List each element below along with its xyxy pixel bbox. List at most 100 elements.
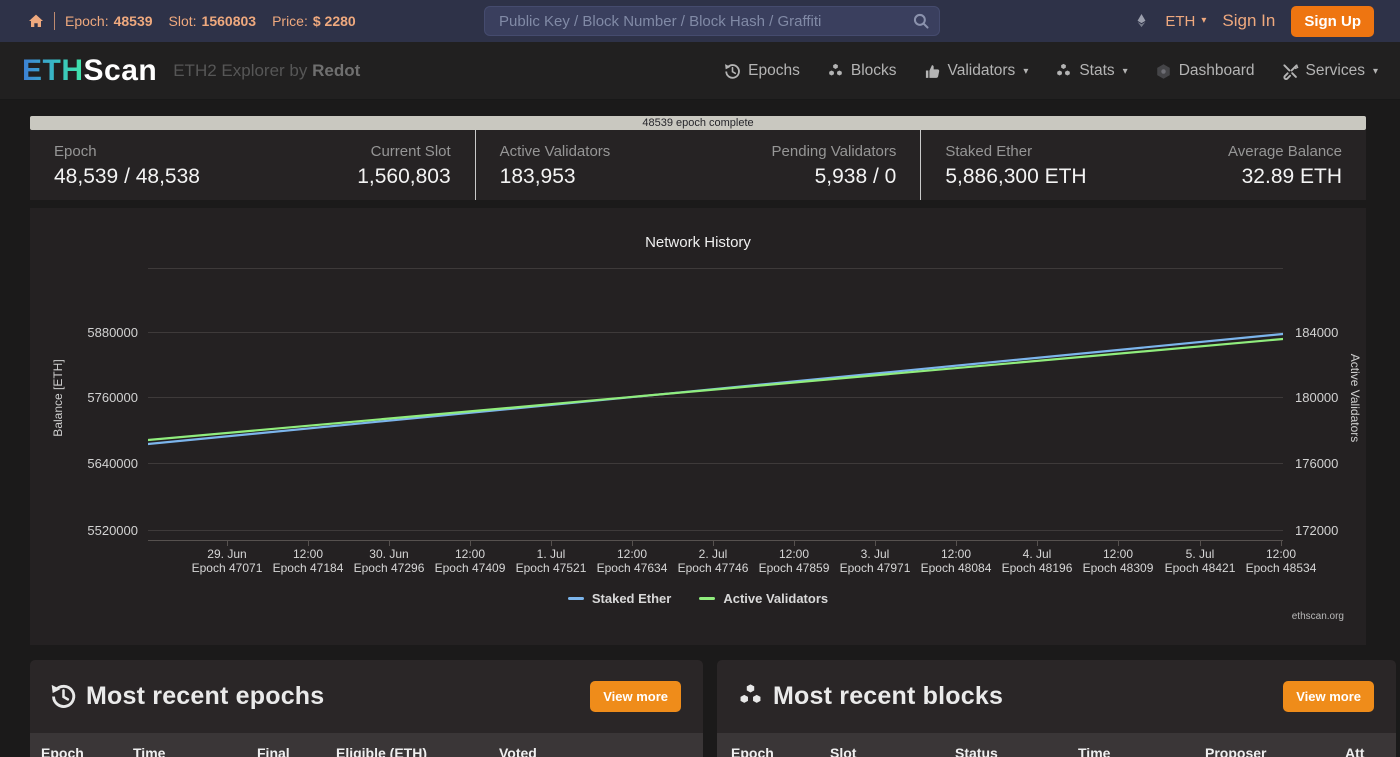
tagline-brand: Redot bbox=[312, 61, 361, 80]
tagline-prefix: ETH2 Explorer by bbox=[173, 61, 313, 80]
x-date: 12:00 bbox=[292, 547, 324, 561]
view-more-blocks-button[interactable]: View more bbox=[1283, 681, 1374, 712]
x-date: 2. Jul bbox=[698, 547, 728, 561]
x-tick bbox=[551, 540, 552, 546]
nav-item-services[interactable]: Services ▾ bbox=[1282, 62, 1378, 80]
stat-value: 5,938 / 0 bbox=[814, 165, 897, 188]
x-tick bbox=[470, 540, 471, 546]
nav-item-validators[interactable]: Validators ▾ bbox=[924, 62, 1028, 80]
x-epoch: Epoch 47184 bbox=[272, 561, 344, 575]
chart-legend: Staked Ether Active Validators bbox=[30, 591, 1366, 606]
legend-active-validators[interactable]: Active Validators bbox=[699, 591, 828, 606]
slot-value: 1560803 bbox=[201, 13, 257, 29]
col-epoch: Epoch bbox=[41, 745, 84, 757]
stat-label: Staked Ether bbox=[945, 143, 1033, 160]
nav-item-blocks[interactable]: Blocks bbox=[827, 62, 897, 80]
sign-in-link[interactable]: Sign In bbox=[1222, 11, 1276, 30]
topbar-divider bbox=[54, 12, 55, 30]
hexagon-icon bbox=[1156, 63, 1170, 79]
currency-label: ETH bbox=[1165, 12, 1196, 30]
x-tick bbox=[1281, 540, 1282, 546]
legend-staked-ether[interactable]: Staked Ether bbox=[567, 591, 672, 606]
stat-label: Active Validators bbox=[499, 143, 611, 160]
legend-label: Active Validators bbox=[723, 591, 829, 606]
x-epoch: Epoch 48196 bbox=[1001, 561, 1073, 575]
cubes-icon bbox=[740, 684, 761, 703]
topbar-network-stats: Epoch: 48539 Slot: 1560803 Price: $ 2280 bbox=[28, 0, 362, 42]
stat-average-balance: Average Balance 32.89 ETH bbox=[1228, 143, 1342, 200]
x-axis-line bbox=[148, 540, 1283, 541]
y-left-tick: 5520000 bbox=[87, 523, 138, 538]
y-right-axis-title: Active Validators bbox=[1348, 353, 1362, 443]
x-tick bbox=[956, 540, 957, 546]
x-date: 12:00 bbox=[778, 547, 810, 561]
nav-label: Dashboard bbox=[1178, 62, 1255, 79]
col-att: Att bbox=[1345, 745, 1365, 757]
nav-label: Services bbox=[1305, 62, 1365, 79]
card-header: Most recent blocks View more bbox=[717, 660, 1396, 733]
nav-label: Stats bbox=[1079, 62, 1115, 79]
x-epoch: Epoch 48421 bbox=[1164, 561, 1236, 575]
legend-line-icon bbox=[567, 597, 584, 600]
x-label: 29. Jun Epoch 47071 bbox=[192, 547, 263, 575]
x-date: 29. Jun bbox=[207, 547, 247, 561]
x-epoch: Epoch 48309 bbox=[1082, 561, 1154, 575]
x-date: 12:00 bbox=[1265, 547, 1297, 561]
card-title-wrap: Most recent epochs bbox=[50, 682, 324, 711]
sign-up-button[interactable]: Sign Up bbox=[1291, 5, 1374, 37]
stat-value: 5,886,300 ETH bbox=[945, 165, 1087, 188]
stat-value: 1,560,803 bbox=[357, 165, 451, 188]
x-tick bbox=[389, 540, 390, 546]
cubes-icon bbox=[829, 63, 842, 76]
x-date: 12:00 bbox=[616, 547, 648, 561]
gridline bbox=[148, 332, 1283, 333]
cubes-icon bbox=[1057, 63, 1071, 76]
y-right-tick: 184000 bbox=[1295, 325, 1339, 340]
x-label: 12:00 Epoch 48309 bbox=[1083, 547, 1154, 575]
gridline bbox=[148, 268, 1283, 269]
thumbs-up-icon bbox=[925, 64, 939, 78]
currency-dropdown[interactable]: ETH ▾ bbox=[1165, 13, 1206, 30]
brand[interactable]: ETHScan ETH2 Explorer by Redot bbox=[22, 42, 360, 100]
tagline: ETH2 Explorer by Redot bbox=[173, 61, 360, 81]
col-epoch: Epoch bbox=[731, 745, 774, 757]
chart-plot-area[interactable] bbox=[148, 268, 1283, 540]
slot-label: Slot: bbox=[168, 13, 197, 29]
card-title-wrap: Most recent blocks bbox=[737, 682, 1003, 711]
topbar-slot: Slot: 1560803 bbox=[169, 13, 257, 29]
stat-value: 183,953 bbox=[499, 165, 576, 188]
stat-group: Staked Ether 5,886,300 ETH Average Balan… bbox=[920, 130, 1366, 200]
x-label: 12:00 Epoch 47859 bbox=[759, 547, 830, 575]
nav-label: Blocks bbox=[850, 62, 897, 79]
stat-current-slot: Current Slot 1,560,803 bbox=[357, 143, 450, 200]
search-icon[interactable] bbox=[912, 12, 930, 30]
blocks-table-header: Epoch Slot Status Time Proposer Att bbox=[717, 733, 1396, 757]
chart-title: Network History bbox=[645, 234, 751, 251]
stat-label: Epoch bbox=[54, 143, 97, 160]
x-label: 12:00 Epoch 48084 bbox=[921, 547, 992, 575]
x-tick bbox=[1037, 540, 1038, 546]
view-more-epochs-button[interactable]: View more bbox=[590, 681, 681, 712]
nav-item-dashboard[interactable]: Dashboard bbox=[1155, 62, 1255, 80]
card-title: Most recent blocks bbox=[773, 682, 1004, 710]
epoch-label: Epoch: bbox=[65, 13, 109, 29]
stat-label: Pending Validators bbox=[771, 143, 897, 160]
recent-blocks-card: Most recent blocks View more Epoch Slot … bbox=[717, 660, 1396, 757]
x-label: 2. Jul Epoch 47746 bbox=[678, 547, 749, 575]
nav-item-epochs[interactable]: Epochs bbox=[724, 62, 800, 80]
x-label: 4. Jul Epoch 48196 bbox=[1002, 547, 1073, 575]
col-status: Status bbox=[955, 745, 998, 757]
x-label: 12:00 Epoch 48534 bbox=[1246, 547, 1317, 575]
search-input[interactable] bbox=[484, 6, 940, 36]
epoch-value: 48539 bbox=[113, 13, 153, 29]
x-epoch: Epoch 47634 bbox=[596, 561, 668, 575]
x-epoch: Epoch 48084 bbox=[920, 561, 992, 575]
x-epoch: Epoch 47971 bbox=[839, 561, 911, 575]
nav-item-stats[interactable]: Stats ▾ bbox=[1055, 62, 1128, 80]
x-tick bbox=[794, 540, 795, 546]
topbar-epoch: Epoch: 48539 bbox=[65, 13, 153, 29]
legend-label: Staked Ether bbox=[591, 591, 672, 606]
x-date: 30. Jun bbox=[369, 547, 409, 561]
x-label: 3. Jul Epoch 47971 bbox=[840, 547, 911, 575]
home-icon[interactable] bbox=[28, 13, 44, 29]
